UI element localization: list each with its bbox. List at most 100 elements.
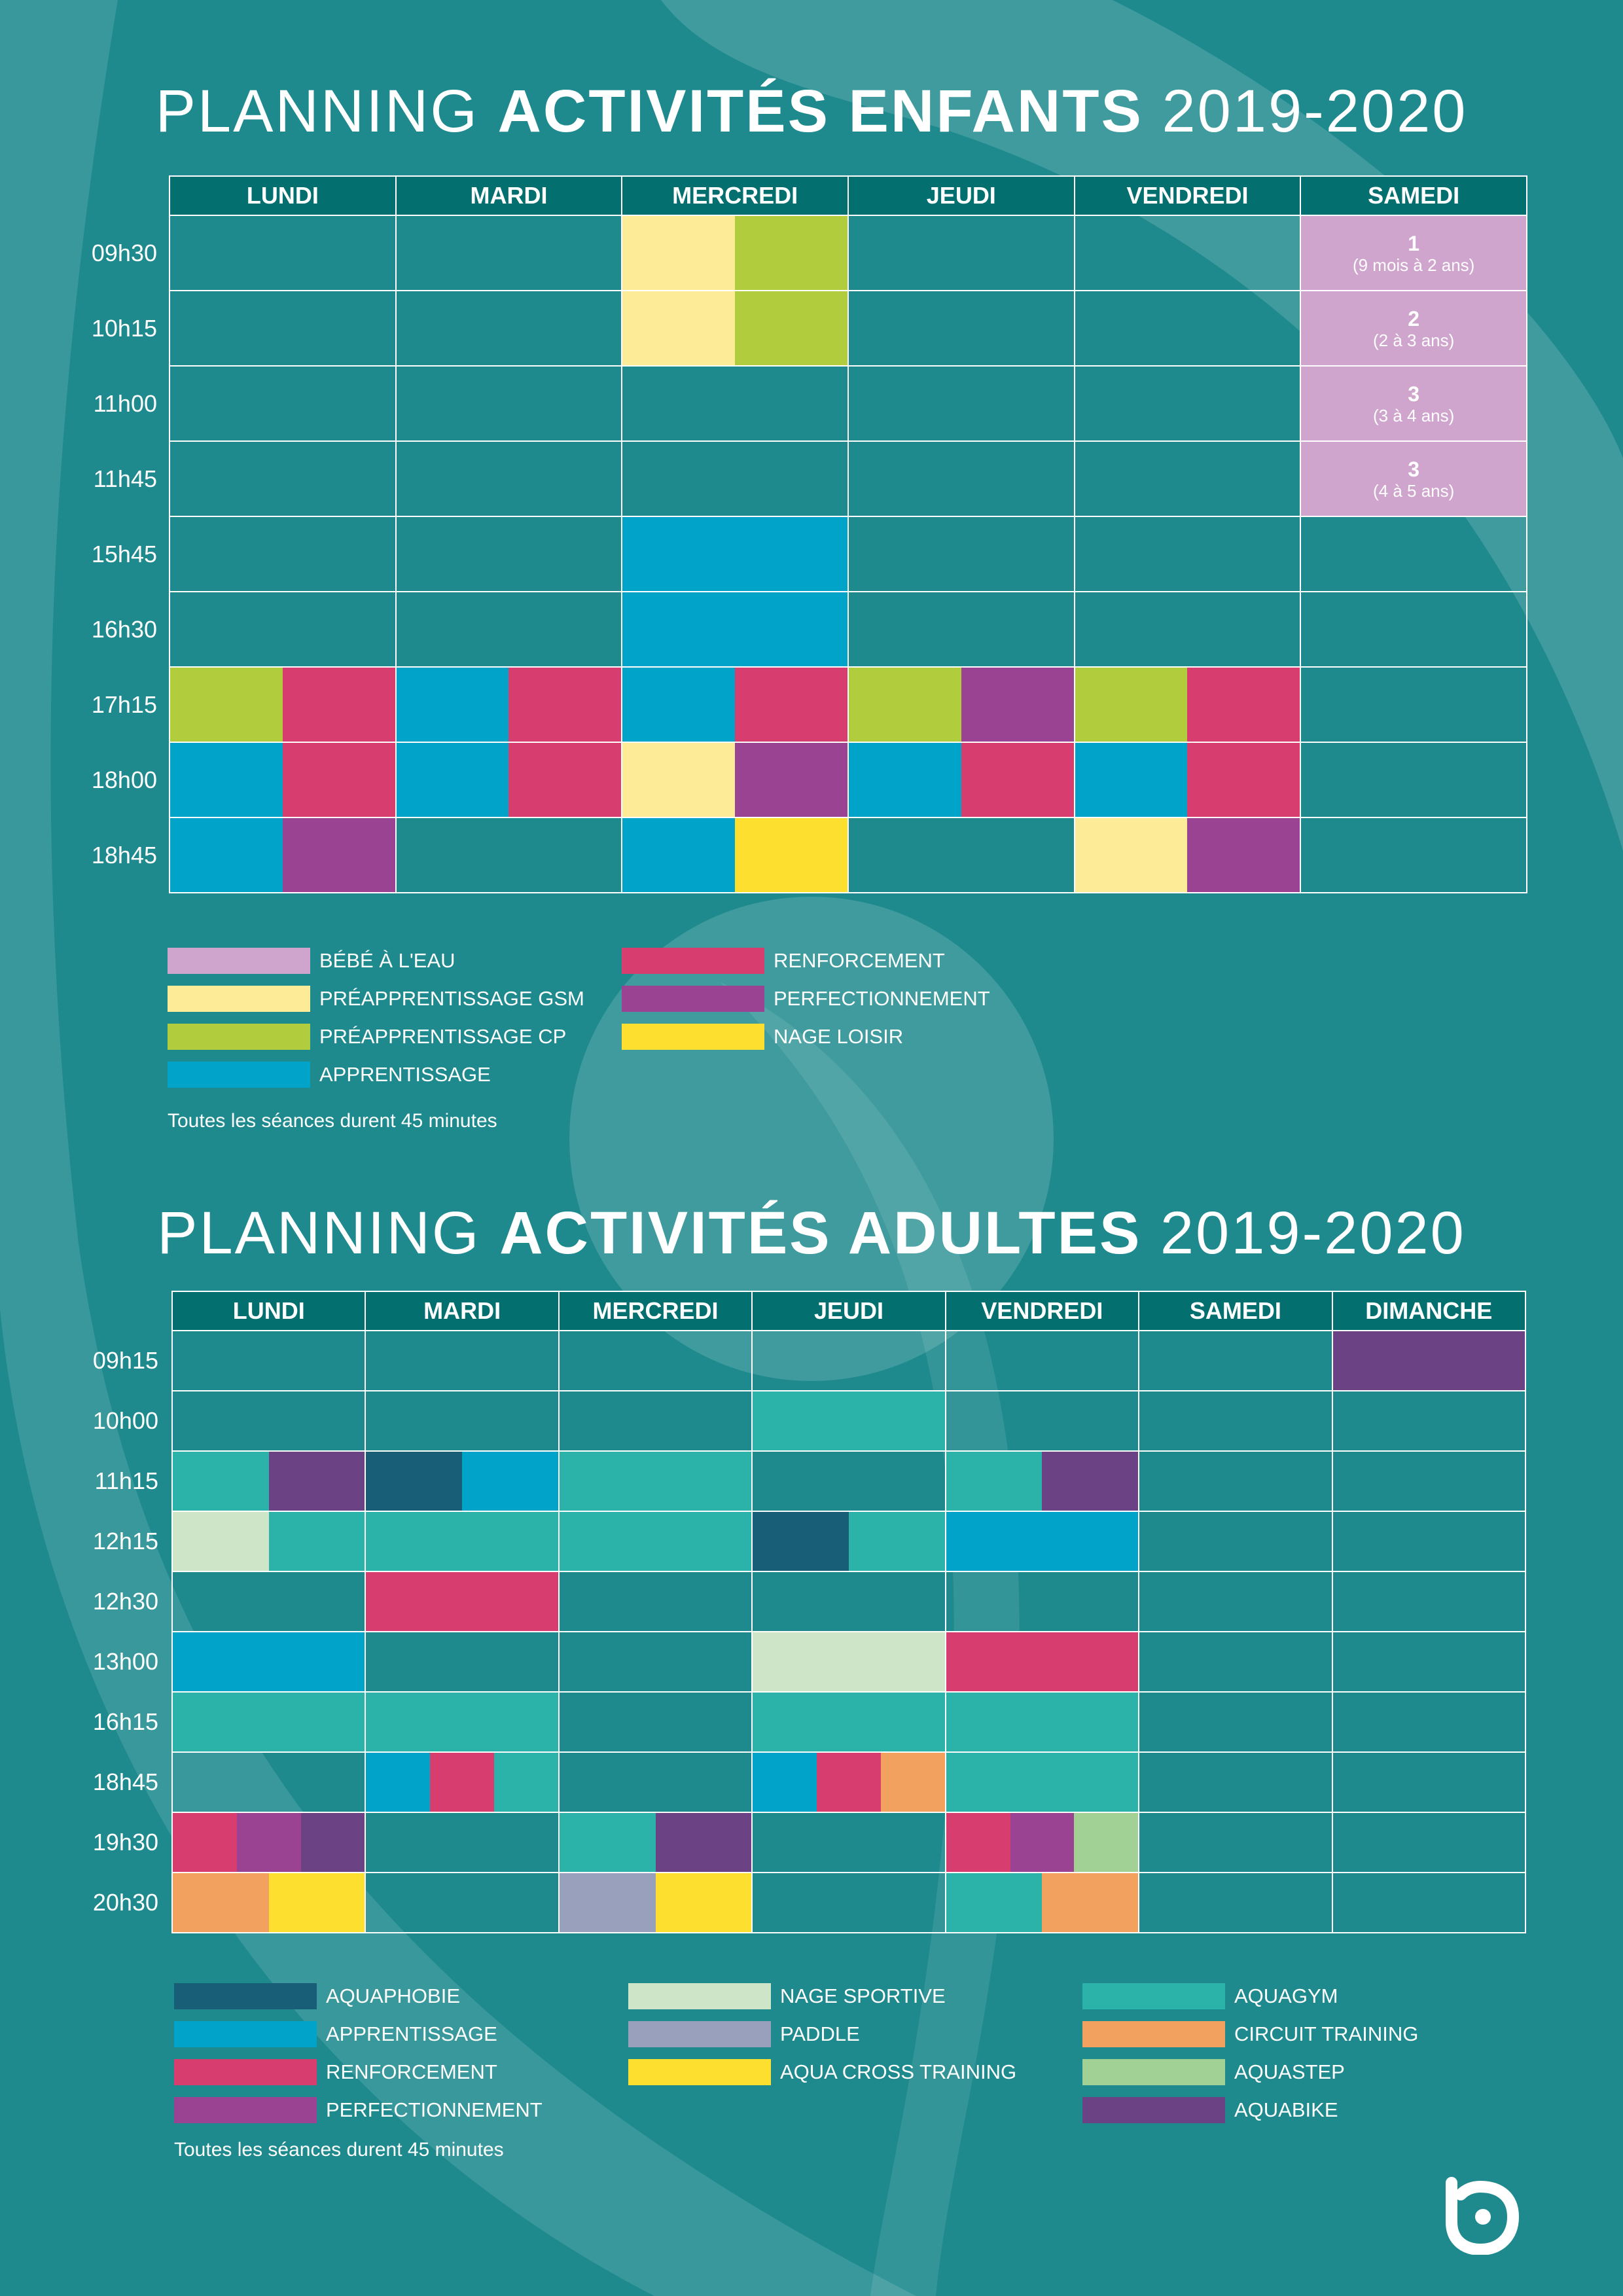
legend-label: AQUAPHOBIE (326, 1984, 460, 2007)
schedule-cell (171, 1631, 366, 1693)
legend-label: AQUASTEP (1234, 2060, 1345, 2083)
time-label: 11h00 (93, 389, 157, 417)
schedule-cell (1331, 1631, 1527, 1693)
bebe-group-number: 3 (1408, 457, 1420, 481)
schedule-cell (621, 440, 849, 517)
schedule-cell (558, 1390, 753, 1452)
day-header-vendredi: VENDREDI (1073, 175, 1302, 216)
activity-block-preapp_gsm (622, 216, 736, 290)
schedule-cell (558, 1511, 753, 1572)
schedule-cell (944, 1691, 1140, 1753)
schedule-cell (395, 365, 623, 442)
schedule-cell (621, 742, 849, 818)
kids-note: Toutes les séances durent 45 minutes (168, 1110, 497, 1132)
legend-swatch (174, 2021, 317, 2047)
legend-swatch (1082, 2021, 1225, 2047)
schedule-cell (1073, 817, 1302, 893)
bebe-group-age: (2 à 3 ans) (1372, 330, 1455, 350)
schedule-cell (944, 1631, 1140, 1693)
schedule-cell (395, 591, 623, 668)
activity-block-nage_sportive (173, 1512, 269, 1571)
activity-block-aquaphobie (753, 1512, 849, 1571)
schedule-cell (1073, 742, 1302, 818)
bebe-group-age: (9 mois à 2 ans) (1352, 255, 1475, 275)
schedule-cell (1138, 1330, 1333, 1391)
schedule-cell (751, 1511, 946, 1572)
schedule-cell (395, 817, 623, 893)
schedule-cell (751, 1571, 946, 1632)
schedule-cell (171, 1511, 366, 1572)
legend-item: RENFORCEMENT (174, 2059, 497, 2085)
activity-block-aquagym (173, 1693, 365, 1751)
schedule-cell (1138, 1390, 1333, 1452)
activity-block-circuit (1042, 1873, 1139, 1932)
activity-block-apprentissage (170, 743, 283, 817)
legend-label: APPRENTISSAGE (326, 2022, 497, 2045)
kids-title: PLANNING ACTIVITÉS ENFANTS 2019-2020 (0, 77, 1623, 146)
time-label: 12h15 (92, 1528, 158, 1554)
legend-swatch (628, 2059, 771, 2085)
time-label: 10h15 (91, 314, 157, 342)
activity-block-perfectionnement (1187, 818, 1300, 892)
schedule-cell (1331, 1872, 1527, 1933)
schedule-cell (621, 817, 849, 893)
schedule-cell (169, 591, 397, 668)
activity-block-renforcement (508, 668, 622, 742)
activity-block-renforcement (735, 668, 847, 742)
activity-block-circuit (880, 1753, 945, 1812)
schedule-row (171, 1872, 1527, 1933)
activity-block-apprentissage (622, 517, 847, 591)
activity-block-renforcement (282, 668, 395, 742)
activity-block-renforcement (1187, 668, 1300, 742)
schedule-cell (1300, 591, 1527, 668)
activity-block-perfectionnement (735, 743, 847, 817)
time-label: 18h00 (91, 766, 157, 793)
time-label: 09h15 (92, 1347, 158, 1374)
bebe-group-number: 2 (1408, 306, 1420, 331)
schedule-cell (558, 1872, 753, 1933)
schedule-cell (847, 817, 1075, 893)
activity-block-preapp_cp (735, 291, 847, 365)
schedule-cell (1300, 817, 1527, 893)
schedule-cell (1073, 516, 1302, 592)
activity-block-paddle (559, 1873, 656, 1932)
kids-title-year: 2019-2020 (1143, 78, 1468, 145)
schedule-cell (365, 1511, 560, 1572)
day-header-samedi: SAMEDI (1300, 175, 1527, 216)
legend-label: PRÉAPPRENTISSAGE CP (319, 1025, 567, 1048)
legend-item: AQUASTEP (1082, 2059, 1345, 2085)
schedule-cell (944, 1511, 1140, 1572)
legend-item: CIRCUIT TRAINING (1082, 2021, 1418, 2047)
schedule-cell (944, 1330, 1140, 1391)
schedule-cell: 1 (9 mois à 2 ans) (1300, 215, 1527, 291)
activity-block-aquagym (946, 1693, 1139, 1751)
schedule-row: 3 (3 à 4 ans) (169, 365, 1527, 442)
schedule-cell (1331, 1812, 1527, 1873)
activity-block-renforcement (430, 1753, 495, 1812)
day-header-mardi: MARDI (395, 175, 623, 216)
activity-block-aquagym (173, 1452, 269, 1511)
time-label: 19h30 (92, 1829, 158, 1856)
time-label: 11h45 (93, 465, 157, 492)
day-header-samedi: SAMEDI (1138, 1291, 1333, 1331)
kids-title-light: PLANNING (155, 78, 498, 145)
schedule-cell (169, 666, 397, 743)
schedule-cell (1073, 440, 1302, 517)
legend-swatch (622, 948, 764, 974)
schedule-row (171, 1511, 1527, 1572)
schedule-cell (558, 1330, 753, 1391)
schedule-row (171, 1751, 1527, 1813)
activity-block-aquagym (848, 1512, 945, 1571)
schedule-cell (751, 1390, 946, 1452)
legend-item: PERFECTIONNEMENT (622, 986, 990, 1012)
time-label: 12h30 (92, 1588, 158, 1615)
schedule-cell (1073, 591, 1302, 668)
schedule-row (171, 1390, 1527, 1452)
day-header-jeudi: JEUDI (847, 175, 1075, 216)
schedule-cell (1138, 1450, 1333, 1512)
legend-label: PADDLE (780, 2022, 860, 2045)
legend-swatch (168, 1062, 310, 1088)
schedule-cell (1138, 1631, 1333, 1693)
schedule-cell (365, 1390, 560, 1452)
activity-block-perfectionnement (236, 1813, 301, 1872)
